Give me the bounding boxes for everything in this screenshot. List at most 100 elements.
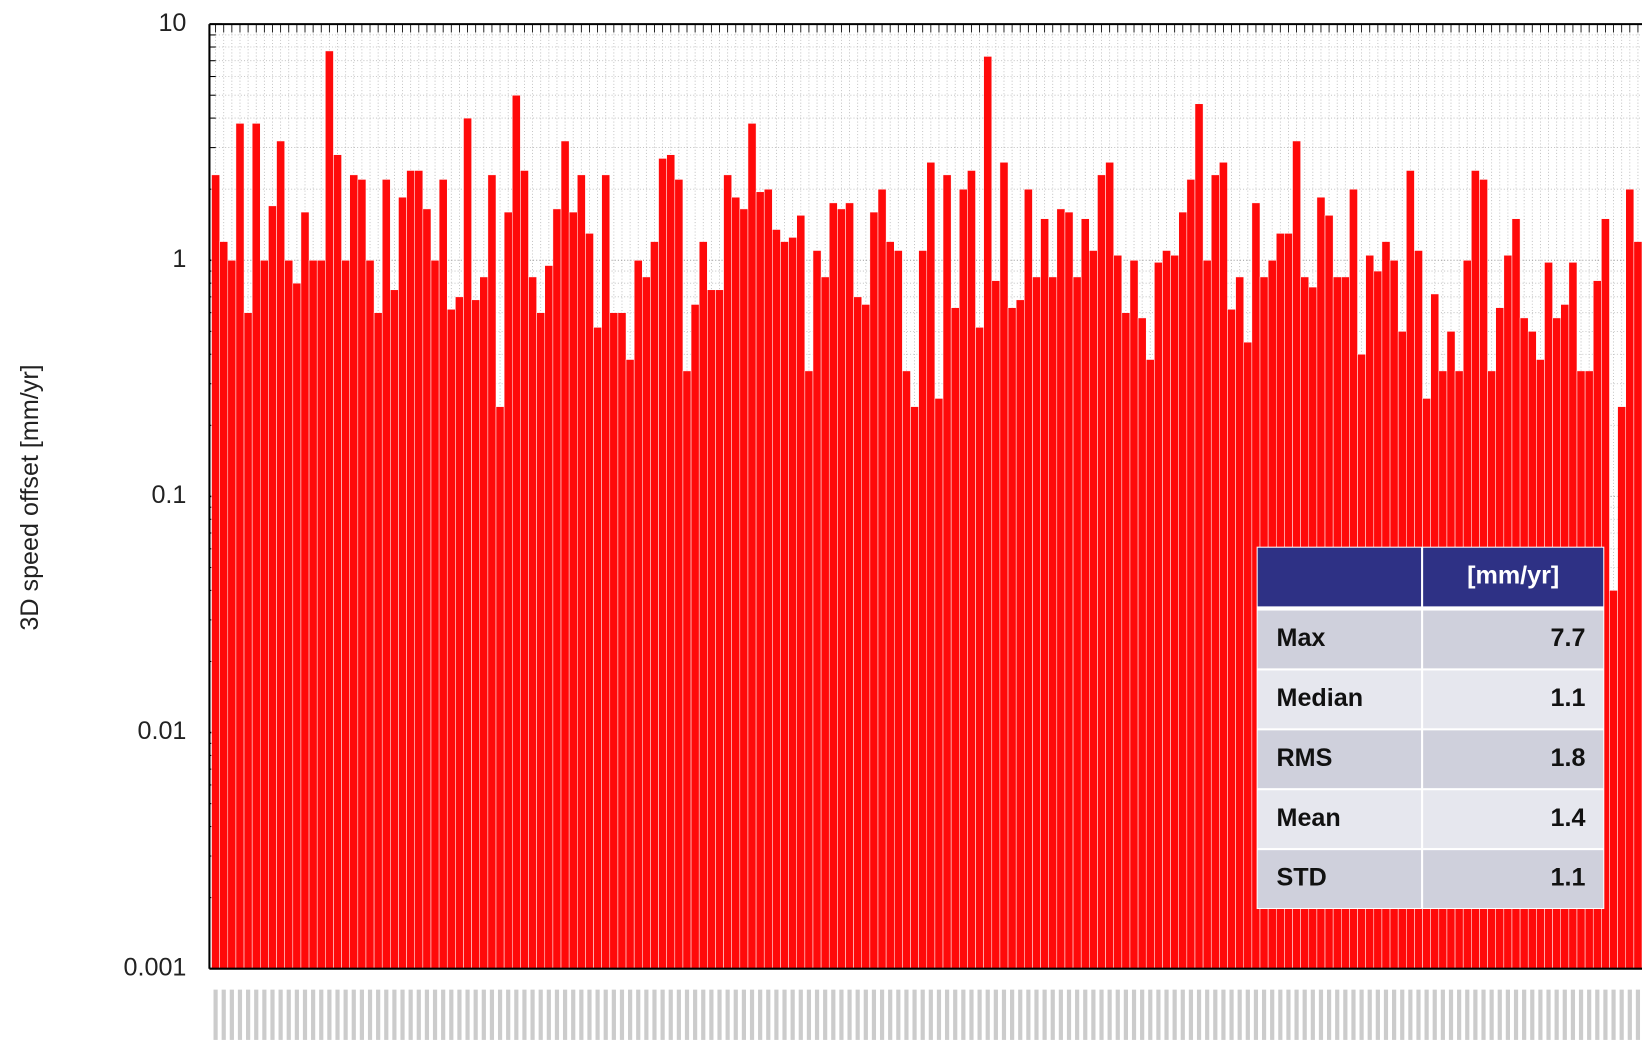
x-label-placeholder: [1091, 989, 1096, 1040]
bar: [926, 162, 936, 969]
bar: [609, 312, 619, 969]
x-label-placeholder: [213, 989, 218, 1040]
bar: [544, 265, 554, 969]
x-label-placeholder: [1627, 989, 1632, 1040]
bar: [357, 179, 367, 969]
bar: [763, 188, 773, 969]
x-label-placeholder: [1570, 989, 1576, 1040]
x-label-placeholder: [1383, 989, 1389, 1040]
x-label-placeholder: [1522, 989, 1527, 1040]
bar: [942, 174, 952, 969]
bar: [1633, 241, 1642, 969]
x-label-placeholder: [416, 989, 421, 1040]
x-label-placeholder: [530, 989, 535, 1040]
bar: [560, 140, 570, 969]
table-cell: [1423, 850, 1604, 908]
bar: [910, 406, 919, 969]
bar: [430, 260, 440, 969]
bar: [365, 260, 375, 969]
x-label-placeholder: [579, 989, 584, 1040]
x-label-placeholder: [766, 989, 771, 1040]
bar: [1080, 218, 1090, 969]
x-label-placeholder: [376, 989, 381, 1040]
bar: [1007, 307, 1017, 969]
bar: [446, 309, 456, 969]
bar: [1162, 250, 1171, 969]
bar: [1105, 162, 1114, 969]
bar: [325, 50, 334, 969]
bar: [260, 260, 269, 969]
x-label-placeholder: [1595, 989, 1600, 1040]
x-label-placeholder: [1034, 989, 1039, 1040]
x-label-placeholder: [1042, 989, 1047, 1040]
x-label-placeholder: [1302, 989, 1307, 1040]
bar: [1625, 188, 1635, 969]
x-label-placeholder: [1286, 989, 1291, 1040]
table-cell: [1257, 730, 1422, 789]
table-row-value: 1.1: [1551, 864, 1586, 892]
bar: [568, 211, 578, 969]
x-label-placeholder: [1546, 989, 1551, 1040]
table-row-value: 1.4: [1551, 804, 1586, 832]
table-header: [1257, 547, 1422, 607]
table-cell: [1257, 850, 1422, 908]
table-row-value: 1.1: [1551, 684, 1586, 712]
bar: [251, 123, 261, 969]
bar: [1194, 103, 1204, 969]
x-label-placeholder: [1611, 989, 1616, 1040]
x-label-placeholder: [652, 989, 657, 1040]
x-label-placeholder: [709, 989, 714, 1040]
x-label-placeholder: [790, 989, 795, 1040]
x-label-placeholder: [1489, 989, 1494, 1040]
x-label-placeholder: [1270, 989, 1275, 1040]
bar: [333, 154, 342, 969]
x-label-placeholder: [896, 989, 901, 1040]
bar: [1235, 276, 1245, 969]
bar: [414, 170, 424, 969]
bar: [991, 280, 1001, 969]
x-label-placeholder: [1359, 989, 1364, 1040]
bar: [1113, 255, 1123, 969]
bar: [227, 260, 237, 969]
bar: [1243, 341, 1253, 969]
x-label-placeholder: [977, 989, 982, 1040]
bar: [658, 158, 667, 969]
x-label-placeholder: [1432, 989, 1437, 1040]
x-label-placeholder: [1457, 989, 1462, 1040]
x-label-placeholder: [741, 989, 746, 1040]
bar: [503, 211, 513, 969]
x-label-placeholder: [311, 989, 316, 1040]
x-label-placeholder: [1253, 989, 1259, 1040]
x-label-placeholder: [1010, 989, 1015, 1040]
x-label-placeholder: [1448, 989, 1454, 1040]
x-label-placeholder: [814, 989, 820, 1040]
bar: [1137, 317, 1147, 969]
bar: [536, 312, 546, 969]
bar: [520, 170, 529, 969]
x-label-placeholder: [1050, 989, 1055, 1040]
y-tick-label: 0.01: [137, 717, 186, 745]
x-label-placeholder: [725, 989, 730, 1040]
x-label-placeholder: [1156, 989, 1161, 1040]
x-label-placeholder: [294, 989, 299, 1040]
x-label-placeholder: [969, 989, 974, 1040]
x-label-placeholder: [1026, 989, 1031, 1040]
bar: [577, 174, 586, 969]
x-label-placeholder: [335, 989, 340, 1040]
x-label-placeholder: [823, 989, 828, 1040]
bar: [528, 276, 537, 969]
x-label-placeholder: [1221, 989, 1226, 1040]
x-label-placeholder: [489, 989, 495, 1040]
bar: [1145, 359, 1155, 969]
y-axis-label: 3D speed offset [mm/yr]: [16, 364, 44, 630]
bar: [308, 260, 318, 969]
bar: [869, 211, 879, 969]
x-label-placeholder: [1367, 989, 1372, 1040]
x-label-placeholder: [1188, 989, 1194, 1040]
bar: [877, 188, 887, 969]
x-label-placeholder: [1392, 989, 1397, 1040]
table-cell: [1257, 610, 1422, 669]
x-label-placeholder: [1554, 989, 1559, 1040]
x-label-placeholder: [1416, 989, 1421, 1040]
